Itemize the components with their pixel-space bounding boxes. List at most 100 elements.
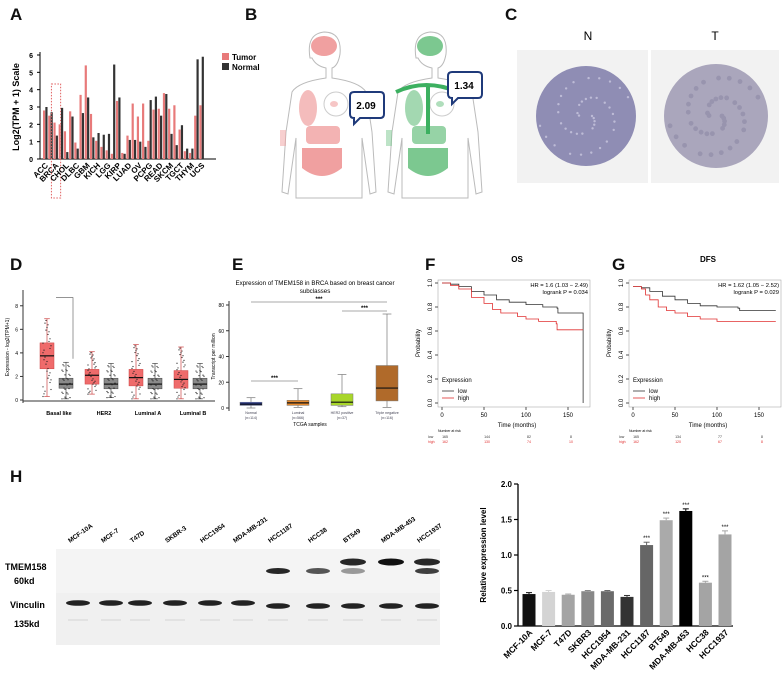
data-point — [158, 383, 160, 385]
panel-g-km-dfs: DFS 0.0 0.2 0.4 0.6 0.8 1.0 0 50 100 150 Time (mont… — [607, 255, 782, 444]
data-point — [197, 387, 199, 390]
data-point — [108, 387, 110, 389]
bar-normal — [160, 115, 163, 159]
data-point — [133, 394, 135, 396]
panel-h-bar-chart: 0.0 0.5 1.0 1.5 2.0 Relative expression level… — [479, 480, 733, 671]
data-point — [92, 378, 94, 380]
legend-label: high — [458, 396, 469, 402]
y-tick-label: 1.0 — [428, 278, 434, 287]
x-tick-label: HER2 positive — [331, 411, 354, 415]
risk-count: 144 — [484, 435, 490, 439]
data-point — [158, 397, 160, 399]
y-tick-label: 0.8 — [619, 302, 625, 311]
data-point — [132, 396, 134, 398]
tmem158-upper-band — [340, 558, 366, 566]
y-tick-label: 0.4 — [619, 350, 625, 359]
tissue-texture — [667, 123, 673, 129]
risk-count: 165 — [633, 435, 639, 439]
risk-row-label: high — [619, 440, 626, 444]
bar-tumor — [152, 109, 155, 159]
data-point — [43, 349, 45, 351]
bar — [640, 545, 654, 626]
vinculin-band — [66, 600, 90, 606]
bar — [581, 591, 595, 626]
x-tick-label: 50 — [672, 413, 679, 419]
tissue-texture — [608, 80, 612, 83]
data-point — [135, 380, 137, 382]
tissue-texture — [755, 94, 761, 100]
legend-label: high — [649, 396, 660, 402]
data-point — [92, 359, 94, 361]
panel-label-d: D — [10, 255, 22, 274]
data-point — [44, 390, 46, 392]
vinculin-band — [231, 600, 255, 606]
vinculin-label: Vinculin — [10, 600, 45, 610]
x-tick-label: Triple negative — [375, 411, 398, 415]
bar-tumor — [110, 153, 113, 159]
bar-tumor — [48, 115, 51, 159]
significance-label: *** — [643, 536, 651, 542]
data-point — [64, 396, 66, 398]
data-point — [150, 384, 152, 386]
data-point — [201, 365, 203, 368]
tissue-texture — [584, 97, 588, 101]
y-tick-label: 0.2 — [619, 374, 625, 383]
risk-count: 74 — [527, 440, 531, 444]
plot-frame — [437, 279, 591, 408]
x-tick-label: 150 — [563, 413, 574, 419]
significance-label: *** — [682, 503, 690, 509]
risk-count: 165 — [442, 435, 448, 439]
data-point — [134, 351, 136, 354]
panel-label-h: H — [10, 467, 22, 486]
data-point — [201, 379, 203, 381]
data-point — [63, 365, 65, 367]
y-axis-label: Expression - log2(TPM+1) — [5, 318, 11, 377]
tissue-texture — [569, 130, 573, 134]
bar — [561, 594, 575, 626]
data-point — [151, 371, 153, 373]
data-point — [154, 383, 156, 385]
risk-count: 82 — [527, 435, 531, 439]
risk-table-title: Number at risk — [629, 429, 652, 433]
data-point — [67, 393, 69, 395]
data-point — [138, 358, 140, 360]
data-point — [66, 377, 68, 380]
data-point — [156, 393, 158, 395]
data-point — [179, 347, 181, 349]
legend-label: low — [458, 389, 468, 395]
bar-tumor — [79, 94, 82, 159]
data-point — [152, 366, 154, 368]
significance-label: *** — [361, 306, 369, 312]
bar-tumor — [89, 113, 93, 159]
tissue-texture — [718, 95, 724, 101]
tissue-texture — [721, 122, 727, 128]
bar-normal — [87, 97, 90, 159]
data-point — [114, 382, 116, 384]
tmem158-lower-band — [306, 568, 330, 574]
data-point — [197, 380, 199, 382]
bar-tumor — [131, 103, 134, 159]
data-point — [65, 368, 67, 371]
bar-tumor — [183, 151, 186, 159]
data-point — [195, 384, 197, 386]
x-tick-label: 150 — [754, 413, 765, 419]
y-tick-label: 1 — [29, 140, 33, 147]
data-point — [177, 367, 179, 369]
lung-organ — [299, 90, 317, 126]
data-point — [106, 383, 108, 385]
tissue-texture — [697, 151, 703, 157]
data-point — [91, 374, 93, 376]
data-point — [136, 348, 138, 350]
tissue-texture — [592, 116, 595, 120]
vinculin-band — [415, 603, 439, 609]
legend-swatch — [222, 53, 229, 60]
tmem158-lower-band — [341, 568, 365, 574]
panel-b-body-map: 2.09 1.34 — [280, 31, 483, 199]
data-point — [196, 379, 198, 381]
stomach-organ — [306, 126, 340, 144]
data-point — [180, 352, 182, 354]
tissue-texture — [564, 127, 567, 130]
bar-normal — [139, 141, 142, 159]
data-point — [50, 345, 52, 347]
